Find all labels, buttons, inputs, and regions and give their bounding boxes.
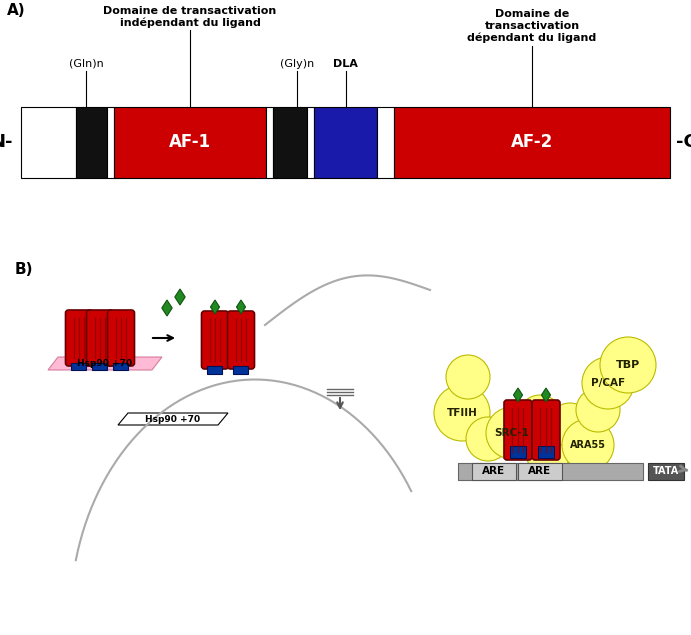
FancyBboxPatch shape [108,310,135,366]
Text: TFIIH: TFIIH [446,408,477,418]
FancyBboxPatch shape [93,363,108,370]
Text: Domaine de
transactivation
dépendant du ligand: Domaine de transactivation dépendant du … [467,10,597,43]
Polygon shape [48,357,162,370]
FancyBboxPatch shape [458,463,643,480]
Text: ARA55: ARA55 [570,440,606,450]
FancyBboxPatch shape [234,366,249,374]
FancyBboxPatch shape [394,107,670,178]
FancyBboxPatch shape [21,107,76,178]
FancyBboxPatch shape [227,311,254,369]
Polygon shape [542,388,551,402]
FancyBboxPatch shape [207,366,223,374]
FancyBboxPatch shape [273,107,307,178]
FancyBboxPatch shape [114,107,266,178]
FancyBboxPatch shape [510,446,526,458]
Polygon shape [513,388,522,402]
FancyBboxPatch shape [107,107,114,178]
Text: N-: N- [0,133,12,151]
FancyBboxPatch shape [71,363,86,370]
Text: A): A) [7,3,26,18]
Polygon shape [175,289,185,305]
Circle shape [518,395,562,439]
Polygon shape [162,300,172,316]
Text: Hsp90 +70: Hsp90 +70 [77,359,133,368]
Circle shape [434,385,490,441]
Circle shape [600,337,656,393]
Text: (Gln)n: (Gln)n [69,58,104,69]
Polygon shape [118,413,228,425]
FancyBboxPatch shape [66,310,93,366]
Text: AF-2: AF-2 [511,133,553,151]
FancyBboxPatch shape [202,311,229,369]
Circle shape [466,417,510,461]
Circle shape [486,407,538,459]
FancyBboxPatch shape [314,107,377,178]
FancyBboxPatch shape [472,463,516,480]
FancyBboxPatch shape [648,463,684,480]
Text: (Gly)n: (Gly)n [280,58,314,69]
Text: SRC-1: SRC-1 [495,428,529,438]
FancyBboxPatch shape [532,400,560,460]
Polygon shape [211,300,220,314]
Text: AF-1: AF-1 [169,133,211,151]
Text: TBP: TBP [616,360,640,370]
FancyBboxPatch shape [377,107,394,178]
Circle shape [576,388,620,432]
FancyBboxPatch shape [266,107,273,178]
Text: -C: -C [676,133,691,151]
Circle shape [562,419,614,471]
FancyBboxPatch shape [76,107,107,178]
Polygon shape [236,300,245,314]
FancyBboxPatch shape [307,107,314,178]
Text: Hsp90 +70: Hsp90 +70 [145,415,200,424]
FancyBboxPatch shape [504,400,532,460]
FancyBboxPatch shape [538,446,554,458]
Text: ARE: ARE [482,467,506,476]
Circle shape [548,403,592,447]
FancyBboxPatch shape [86,310,113,366]
FancyBboxPatch shape [113,363,129,370]
Circle shape [446,355,490,399]
Text: ARE: ARE [529,467,551,476]
Text: DLA: DLA [333,58,358,69]
Circle shape [582,357,634,409]
Text: B): B) [15,262,33,277]
Text: Domaine de transactivation
indépendant du ligand: Domaine de transactivation indépendant d… [104,6,276,28]
Text: P/CAF: P/CAF [591,378,625,388]
FancyBboxPatch shape [518,463,562,480]
Circle shape [526,431,570,475]
Text: TATA: TATA [653,467,679,476]
